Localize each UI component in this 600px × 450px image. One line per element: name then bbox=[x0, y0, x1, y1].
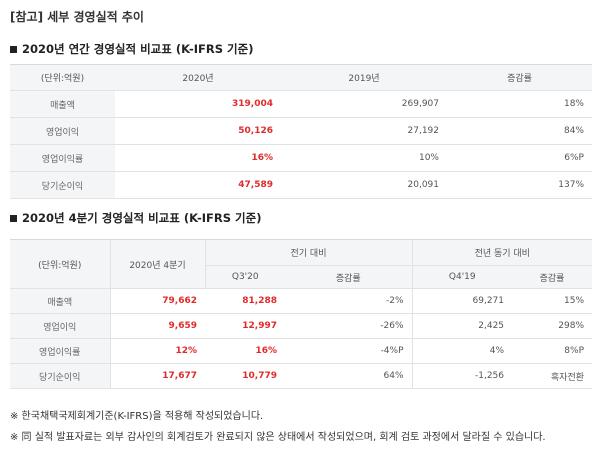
header-yoy: 전년 동기 대비 bbox=[412, 239, 593, 266]
footnote-ifrs: ※ 한국채택국제회계기준(K-IFRS)을 적용해 작성되었습니다. bbox=[10, 411, 264, 422]
header-q4-2019: Q4'19 bbox=[412, 265, 513, 289]
value-yoy-rate: 298% bbox=[512, 313, 593, 339]
row-label: 매출액 bbox=[10, 90, 115, 118]
value-q4-2020: 9,659 bbox=[110, 313, 205, 339]
header-rate: 증감률 bbox=[447, 64, 592, 91]
section-title-annual: 2020년 연간 경영실적 비교표 (K-IFRS 기준) bbox=[10, 41, 253, 57]
value-2020: 47,589 bbox=[115, 171, 281, 199]
header-q3-2020: Q3'20 bbox=[205, 265, 285, 289]
table-row: 영업이익률 12% 16% -4%P 4% 8%P bbox=[10, 338, 593, 364]
value-q4-2019: 4% bbox=[412, 338, 513, 364]
value-rate: 18% bbox=[447, 90, 592, 118]
annual-comparison-table: (단위:억원) 2020년 2019년 증감률 매출액 319,004 269,… bbox=[10, 64, 592, 199]
value-q4-2020: 17,677 bbox=[110, 363, 205, 389]
row-label: 영업이익률 bbox=[10, 338, 111, 364]
value-q3-2020: 16% bbox=[205, 338, 285, 364]
table-row: 영업이익 9,659 12,997 -26% 2,425 298% bbox=[10, 313, 593, 339]
table-row: 매출액 319,004 269,907 18% bbox=[10, 90, 592, 118]
value-q4-2020: 79,662 bbox=[110, 288, 205, 314]
value-2020: 16% bbox=[115, 144, 281, 172]
value-2019: 27,192 bbox=[281, 117, 447, 145]
value-q3-2020: 10,779 bbox=[205, 363, 285, 389]
value-qoq-rate: -4%P bbox=[285, 338, 413, 364]
page-title: [참고] 세부 경영실적 추이 bbox=[10, 10, 144, 24]
value-rate: 137% bbox=[447, 171, 592, 199]
section-title-quarterly-text: 2020년 4분기 경영실적 비교표 (K-IFRS 기준) bbox=[22, 211, 262, 225]
value-q4-2019: -1,256 bbox=[412, 363, 513, 389]
section-title-quarterly: 2020년 4분기 경영실적 비교표 (K-IFRS 기준) bbox=[10, 210, 261, 226]
square-bullet-icon bbox=[10, 214, 17, 222]
row-label: 매출액 bbox=[10, 288, 111, 314]
header-q4-2020: 2020년 4분기 bbox=[110, 239, 206, 289]
value-qoq-rate: -26% bbox=[285, 313, 413, 339]
value-2020: 50,126 bbox=[115, 117, 281, 145]
value-yoy-rate: 15% bbox=[512, 288, 593, 314]
table-row: 당기순이익 47,589 20,091 137% bbox=[10, 171, 592, 199]
value-rate: 84% bbox=[447, 117, 592, 145]
table-header-row: (단위:억원) 2020년 4분기 전기 대비 전년 동기 대비 bbox=[10, 239, 593, 289]
value-qoq-rate: -2% bbox=[285, 288, 413, 314]
value-2019: 269,907 bbox=[281, 90, 447, 118]
value-q3-2020: 12,997 bbox=[205, 313, 285, 339]
table-row: 영업이익 50,126 27,192 84% bbox=[10, 117, 592, 145]
table-subheader-row: Q3'20 증감률 Q4'19 증감률 bbox=[10, 265, 593, 289]
square-bullet-icon bbox=[10, 45, 17, 53]
header-yoy-rate: 증감률 bbox=[512, 265, 593, 289]
table-row: 매출액 79,662 81,288 -2% 69,271 15% bbox=[10, 288, 593, 314]
value-rate: 6%P bbox=[447, 144, 592, 172]
row-label: 영업이익 bbox=[10, 313, 111, 339]
row-label: 영업이익률 bbox=[10, 144, 115, 172]
value-qoq-rate: 64% bbox=[285, 363, 413, 389]
header-qoq: 전기 대비 bbox=[205, 239, 413, 266]
row-label: 당기순이익 bbox=[10, 171, 115, 199]
header-2020: 2020년 bbox=[115, 64, 281, 91]
table-row: 영업이익률 16% 10% 6%P bbox=[10, 144, 592, 172]
table-header-row: (단위:억원) 2020년 2019년 증감률 bbox=[10, 64, 592, 91]
value-2020: 319,004 bbox=[115, 90, 281, 118]
row-label: 당기순이익 bbox=[10, 363, 111, 389]
value-q4-2019: 2,425 bbox=[412, 313, 513, 339]
row-label: 영업이익 bbox=[10, 117, 115, 145]
header-2019: 2019년 bbox=[281, 64, 447, 91]
value-q4-2020: 12% bbox=[110, 338, 205, 364]
value-q4-2019: 69,271 bbox=[412, 288, 513, 314]
section-title-annual-text: 2020년 연간 경영실적 비교표 (K-IFRS 기준) bbox=[22, 42, 254, 56]
header-qoq-rate: 증감률 bbox=[285, 265, 413, 289]
value-2019: 10% bbox=[281, 144, 447, 172]
table-row: 당기순이익 17,677 10,779 64% -1,256 흑자전환 bbox=[10, 363, 593, 389]
value-yoy-rate: 흑자전환 bbox=[512, 363, 593, 389]
footnote-audit: ※ 同 실적 발표자료는 외부 감사인의 회계검토가 완료되지 않은 상태에서 … bbox=[10, 432, 546, 443]
header-unit: (단위:억원) bbox=[10, 239, 111, 289]
value-2019: 20,091 bbox=[281, 171, 447, 199]
value-yoy-rate: 8%P bbox=[512, 338, 593, 364]
header-unit: (단위:억원) bbox=[10, 64, 115, 91]
quarterly-comparison-table: (단위:억원) 2020년 4분기 전기 대비 전년 동기 대비 Q3'20 증… bbox=[10, 239, 593, 389]
value-q3-2020: 81,288 bbox=[205, 288, 285, 314]
